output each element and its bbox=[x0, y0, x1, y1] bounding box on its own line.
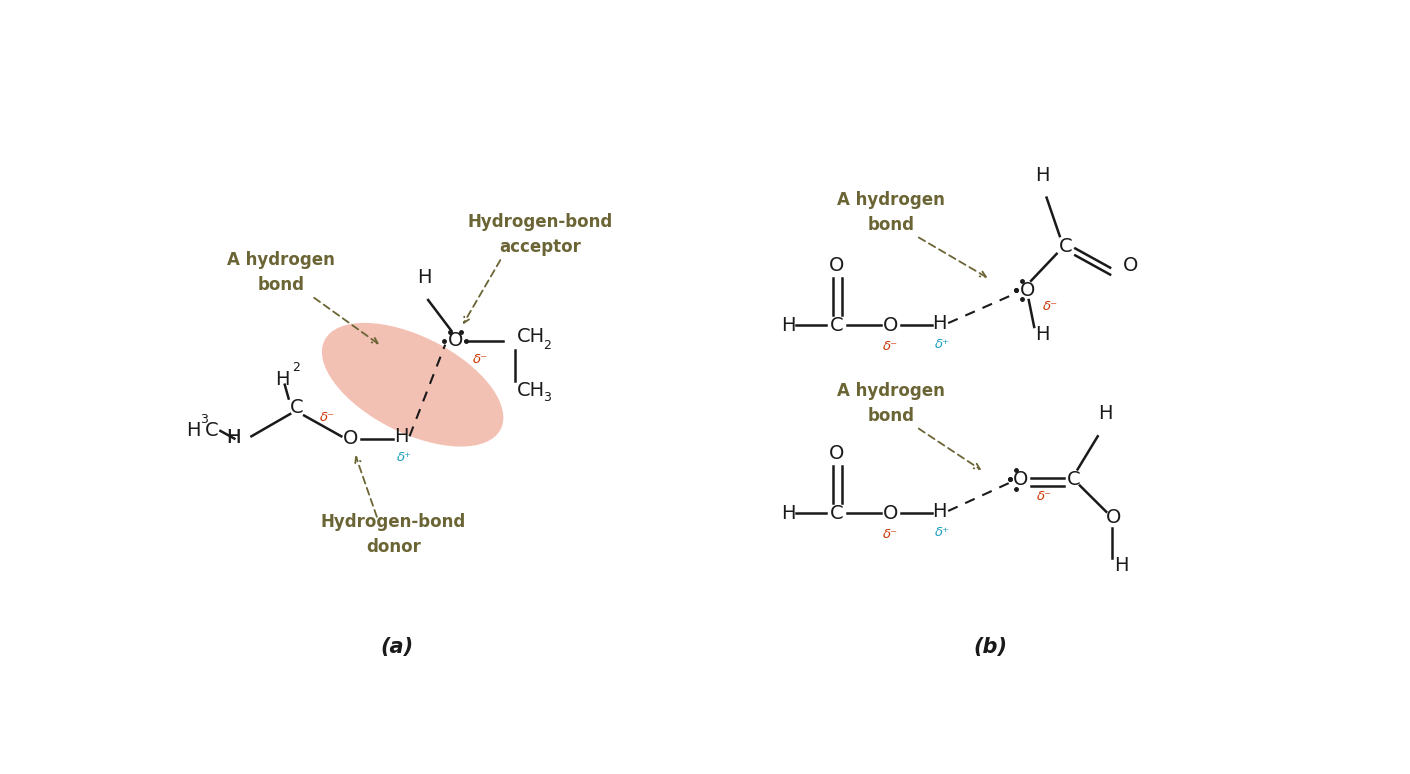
Text: δ⁻: δ⁻ bbox=[1036, 490, 1052, 503]
Text: CH: CH bbox=[516, 381, 544, 399]
Text: O: O bbox=[1122, 256, 1138, 275]
Text: Hydrogen-bond: Hydrogen-bond bbox=[468, 213, 613, 231]
Text: δ⁻: δ⁻ bbox=[320, 410, 336, 423]
Text: H: H bbox=[1035, 166, 1050, 184]
Text: δ⁺: δ⁺ bbox=[398, 451, 413, 464]
Text: C: C bbox=[829, 316, 843, 335]
Text: O: O bbox=[343, 429, 358, 448]
Text: A hydrogen: A hydrogen bbox=[838, 191, 945, 209]
Text: δ⁻: δ⁻ bbox=[883, 529, 898, 541]
Text: δ⁻: δ⁻ bbox=[1043, 300, 1058, 313]
Text: δ⁺: δ⁺ bbox=[935, 338, 950, 351]
Text: C: C bbox=[289, 398, 303, 416]
Text: δ⁺: δ⁺ bbox=[935, 526, 950, 539]
Text: O: O bbox=[883, 316, 898, 335]
Text: H: H bbox=[932, 314, 948, 334]
Text: acceptor: acceptor bbox=[499, 238, 581, 255]
Text: δ⁻: δ⁻ bbox=[472, 353, 488, 366]
Text: H: H bbox=[781, 504, 795, 522]
Text: (b): (b) bbox=[973, 636, 1007, 656]
Text: O: O bbox=[1107, 509, 1122, 527]
Text: H: H bbox=[1098, 404, 1112, 423]
Text: H: H bbox=[226, 428, 241, 447]
Text: H: H bbox=[781, 316, 795, 335]
Text: H: H bbox=[226, 428, 241, 447]
Text: bond: bond bbox=[867, 216, 914, 234]
Text: H: H bbox=[275, 370, 289, 389]
Text: δ⁻: δ⁻ bbox=[883, 341, 898, 354]
Text: H: H bbox=[393, 426, 409, 446]
Text: 2: 2 bbox=[543, 339, 551, 352]
Text: O: O bbox=[829, 256, 845, 275]
Text: O: O bbox=[1014, 470, 1029, 489]
Text: O: O bbox=[447, 331, 462, 351]
Text: O: O bbox=[1019, 280, 1035, 300]
Text: CH: CH bbox=[516, 327, 544, 347]
Text: A hydrogen: A hydrogen bbox=[838, 382, 945, 400]
Text: H: H bbox=[186, 421, 200, 440]
Text: H: H bbox=[932, 502, 948, 521]
Text: donor: donor bbox=[365, 538, 420, 556]
Ellipse shape bbox=[321, 323, 503, 447]
Text: H: H bbox=[1035, 325, 1049, 344]
Text: H: H bbox=[1114, 557, 1129, 575]
Text: O: O bbox=[829, 444, 845, 463]
Text: C: C bbox=[204, 421, 219, 440]
Text: bond: bond bbox=[258, 276, 305, 294]
Text: A hydrogen: A hydrogen bbox=[227, 252, 334, 269]
Text: bond: bond bbox=[867, 407, 914, 425]
Text: 2: 2 bbox=[292, 361, 300, 374]
Text: Hydrogen-bond: Hydrogen-bond bbox=[320, 513, 465, 531]
Text: 3: 3 bbox=[200, 413, 209, 426]
Text: O: O bbox=[883, 504, 898, 522]
Text: 3: 3 bbox=[543, 392, 551, 404]
Text: H: H bbox=[417, 268, 431, 287]
Text: C: C bbox=[1067, 470, 1080, 489]
Text: C: C bbox=[1059, 237, 1073, 255]
Text: C: C bbox=[829, 504, 843, 522]
Text: (a): (a) bbox=[381, 636, 413, 656]
